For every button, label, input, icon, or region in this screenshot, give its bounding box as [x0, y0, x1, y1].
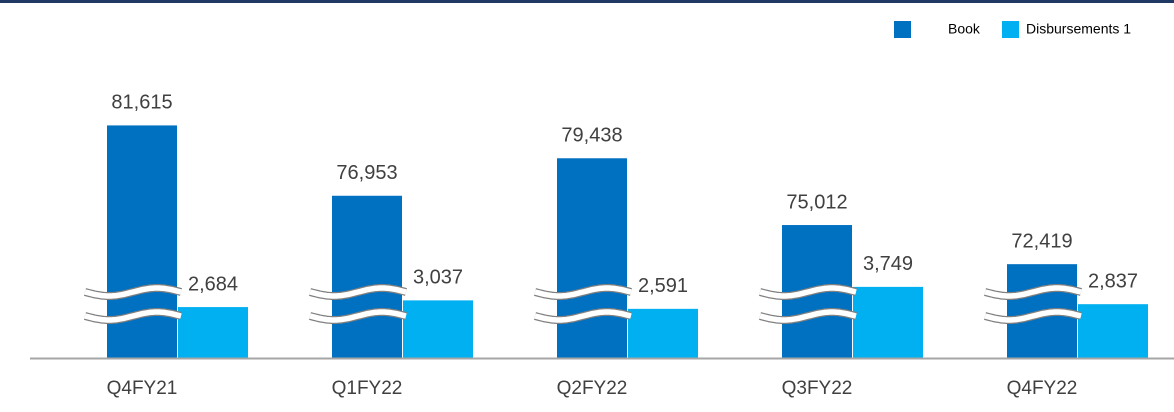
x-tick-label: Q4FY21 — [107, 378, 178, 399]
break-gap — [759, 285, 857, 299]
legend-swatch — [1002, 21, 1019, 38]
x-tick-label: Q2FY22 — [557, 378, 628, 399]
x-tick-label: Q3FY22 — [782, 378, 853, 399]
break-gap — [309, 285, 407, 299]
value-label: 3,037 — [413, 267, 463, 289]
break-gap — [84, 309, 182, 323]
value-label: 2,837 — [1088, 270, 1138, 292]
break-gap — [534, 309, 632, 323]
legend-label: Book — [948, 21, 981, 37]
x-tick-label: Q1FY22 — [332, 378, 403, 399]
value-label: 72,419 — [1011, 230, 1072, 252]
value-label: 2,591 — [638, 275, 688, 297]
value-label: 76,953 — [336, 162, 397, 184]
bar — [853, 286, 923, 358]
x-tick-label: Q4FY22 — [1007, 378, 1078, 399]
value-label: 75,012 — [786, 191, 847, 213]
value-label: 79,438 — [561, 125, 622, 147]
break-gap — [84, 285, 182, 299]
bar — [403, 300, 473, 358]
bar — [557, 158, 627, 358]
value-label: 3,749 — [863, 253, 913, 275]
value-label: 2,684 — [188, 273, 238, 295]
bar — [1078, 304, 1148, 358]
bar — [178, 307, 248, 358]
bar — [332, 195, 402, 358]
value-label: 81,615 — [111, 92, 172, 114]
legend-label: Disbursements 1 — [1026, 21, 1131, 37]
legend-swatch — [894, 21, 911, 38]
break-gap — [984, 285, 1082, 299]
top-rule — [0, 0, 1174, 3]
break-gap — [534, 285, 632, 299]
break-gap — [984, 309, 1082, 323]
bar — [628, 308, 698, 358]
break-gap — [309, 309, 407, 323]
break-gap — [759, 309, 857, 323]
